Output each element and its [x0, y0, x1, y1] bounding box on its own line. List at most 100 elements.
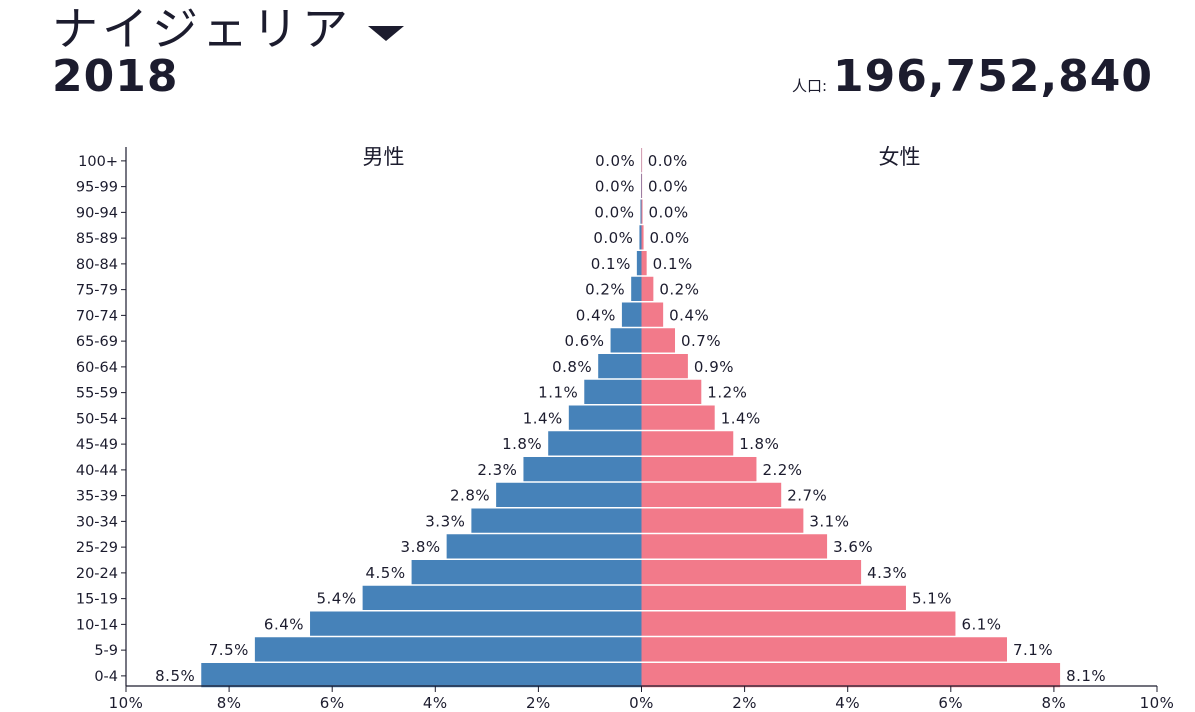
bar-female — [641, 225, 644, 250]
country-dropdown-icon[interactable] — [368, 25, 404, 41]
country-title: ナイジェリア — [52, 2, 352, 56]
bar-male — [446, 534, 642, 559]
bar-male — [584, 379, 642, 404]
bar-female — [641, 302, 664, 327]
series-label-male: 男性 — [363, 145, 405, 169]
series-label-female: 女性 — [879, 145, 921, 169]
age-label: 70-74 — [76, 308, 118, 324]
x-tick-label: 4% — [835, 694, 860, 712]
data-label-male: 1.8% — [502, 435, 542, 453]
data-label-female: 0.0% — [648, 178, 688, 196]
data-label-female: 6.1% — [961, 615, 1001, 633]
data-label-male: 0.8% — [552, 358, 592, 376]
bar-male — [631, 276, 642, 301]
data-label-female: 1.8% — [739, 435, 779, 453]
bar-female — [641, 379, 702, 404]
data-label-male: 2.8% — [450, 487, 490, 505]
title-row: ナイジェリア — [52, 2, 404, 56]
data-label-male: 1.1% — [538, 384, 578, 402]
data-label-female: 3.6% — [833, 538, 873, 556]
bar-female — [641, 148, 643, 173]
x-tick-label: 0% — [629, 694, 654, 712]
bar-female — [641, 354, 688, 379]
data-label-female: 0.0% — [648, 152, 688, 170]
bar-male — [471, 508, 642, 533]
data-label-female: 1.2% — [707, 384, 747, 402]
data-label-female: 4.3% — [867, 564, 907, 582]
data-label-female: 2.2% — [762, 461, 802, 479]
bar-male — [639, 225, 642, 250]
age-label: 95-99 — [76, 180, 118, 196]
bar-male — [201, 663, 642, 688]
age-label: 30-34 — [76, 514, 118, 530]
age-label: 100+ — [78, 154, 118, 170]
age-label: 0-4 — [94, 669, 118, 685]
bar-male — [568, 405, 642, 430]
bar-female — [641, 173, 643, 198]
bar-female — [641, 328, 676, 353]
x-tick-label: 2% — [732, 694, 757, 712]
data-label-male: 8.5% — [155, 667, 195, 685]
bar-male — [362, 585, 642, 610]
data-label-male: 0.0% — [595, 178, 635, 196]
bar-female — [641, 611, 956, 636]
x-tick-label: 6% — [320, 694, 345, 712]
age-label: 25-29 — [76, 540, 118, 556]
data-label-female: 8.1% — [1066, 667, 1106, 685]
bar-female — [641, 560, 862, 585]
data-label-male: 2.3% — [477, 461, 517, 479]
bar-female — [641, 534, 828, 559]
data-label-female: 0.4% — [669, 306, 709, 324]
data-label-female: 7.1% — [1013, 641, 1053, 659]
data-label-male: 0.1% — [591, 255, 631, 273]
data-label-male: 6.4% — [264, 615, 304, 633]
bar-male — [310, 611, 642, 636]
bar-male — [636, 251, 642, 276]
data-label-male: 7.5% — [209, 641, 249, 659]
bar-female — [641, 663, 1061, 688]
bar-female — [641, 199, 643, 224]
data-label-male: 0.6% — [564, 332, 604, 350]
bar-male — [621, 302, 642, 327]
age-label: 35-39 — [76, 489, 118, 505]
data-label-male: 5.4% — [317, 590, 357, 608]
x-tick-label: 4% — [423, 694, 448, 712]
data-label-female: 0.0% — [650, 229, 690, 247]
bar-female — [641, 457, 757, 482]
data-label-male: 0.0% — [595, 152, 635, 170]
bar-male — [523, 457, 642, 482]
data-label-female: 0.7% — [681, 332, 721, 350]
data-label-male: 3.3% — [425, 512, 465, 530]
data-label-female: 0.1% — [653, 255, 693, 273]
age-label: 80-84 — [76, 257, 118, 273]
population-value: 196,752,840 — [833, 51, 1153, 102]
data-label-female: 0.0% — [649, 203, 689, 221]
data-label-male: 3.8% — [401, 538, 441, 556]
data-label-male: 0.4% — [576, 306, 616, 324]
x-tick-label: 8% — [1042, 694, 1067, 712]
age-label: 20-24 — [76, 566, 118, 582]
bar-male — [411, 560, 642, 585]
data-label-male: 0.0% — [594, 203, 634, 221]
bar-male — [610, 328, 642, 353]
data-label-female: 0.2% — [659, 281, 699, 299]
bar-male — [598, 354, 642, 379]
population-block: 人口: 196,752,840 — [792, 52, 1153, 102]
data-label-female: 2.7% — [787, 487, 827, 505]
bar-female — [641, 276, 654, 301]
x-tick-label: 6% — [938, 694, 963, 712]
age-label: 65-69 — [76, 334, 118, 350]
age-label: 5-9 — [94, 643, 118, 659]
data-label-female: 1.4% — [721, 409, 761, 427]
bar-female — [641, 482, 782, 507]
age-label: 75-79 — [76, 283, 118, 299]
data-label-female: 0.9% — [694, 358, 734, 376]
bar-male — [548, 431, 642, 456]
data-label-female: 3.1% — [809, 512, 849, 530]
x-tick-label: 8% — [217, 694, 242, 712]
age-label: 50-54 — [76, 411, 118, 427]
year-label: 2018 — [52, 51, 179, 102]
age-label: 10-14 — [76, 617, 118, 633]
bar-male — [640, 199, 642, 224]
